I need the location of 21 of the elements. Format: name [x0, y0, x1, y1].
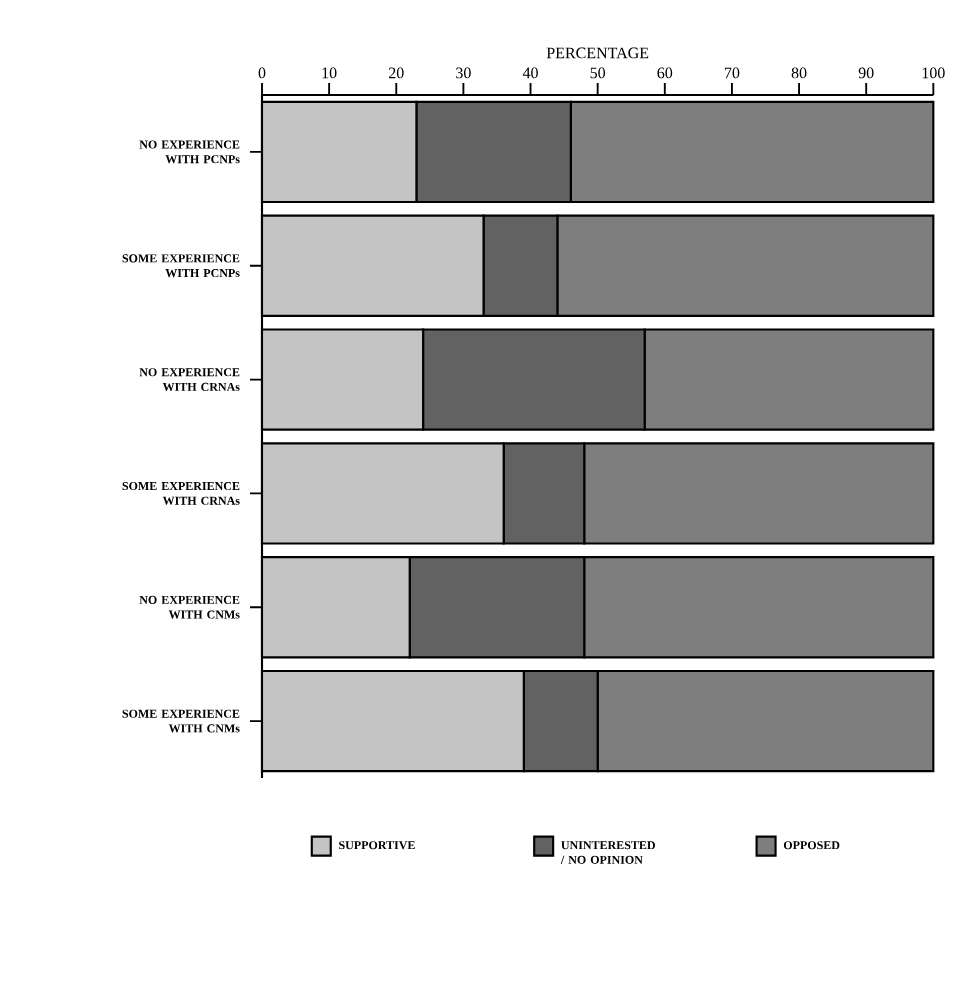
legend-label: SUPPORTIVE — [339, 841, 415, 850]
x-tick-label: 50 — [590, 67, 606, 79]
y-tick-label: NO EXPERIENCE WITH CRNAs — [139, 368, 240, 391]
y-tick-label: SOME EXPERIENCE WITH CRNAs — [122, 482, 240, 505]
x-tick-label: 70 — [724, 67, 740, 79]
x-tick-label: 90 — [858, 67, 874, 79]
x-tick-label: 30 — [456, 67, 471, 79]
y-tick-label: SOME EXPERIENCE WITH CNMs — [122, 709, 240, 733]
x-tick-label: 10 — [322, 67, 337, 79]
y-tick-label: SOME EXPERIENCE WITH PCNPs — [122, 254, 240, 278]
x-tick-label: 60 — [657, 67, 673, 79]
x-tick-label: 80 — [791, 67, 807, 79]
x-tick-label: 40 — [522, 67, 538, 79]
legend-label: OPPOSED — [783, 841, 840, 850]
y-tick-label: NO EXPERIENCE WITH CNMs — [139, 595, 240, 619]
x-tick-label: 100 — [922, 67, 945, 79]
x-tick-label: 0 — [258, 67, 266, 79]
x-tick-label: 20 — [388, 67, 404, 79]
legend-label: UNINTERESTED / NO OPINION — [560, 841, 655, 864]
y-tick-label: NO EXPERIENCE WITH PCNPs — [139, 140, 240, 164]
x-axis-title: PERCENTAGE — [546, 47, 649, 59]
